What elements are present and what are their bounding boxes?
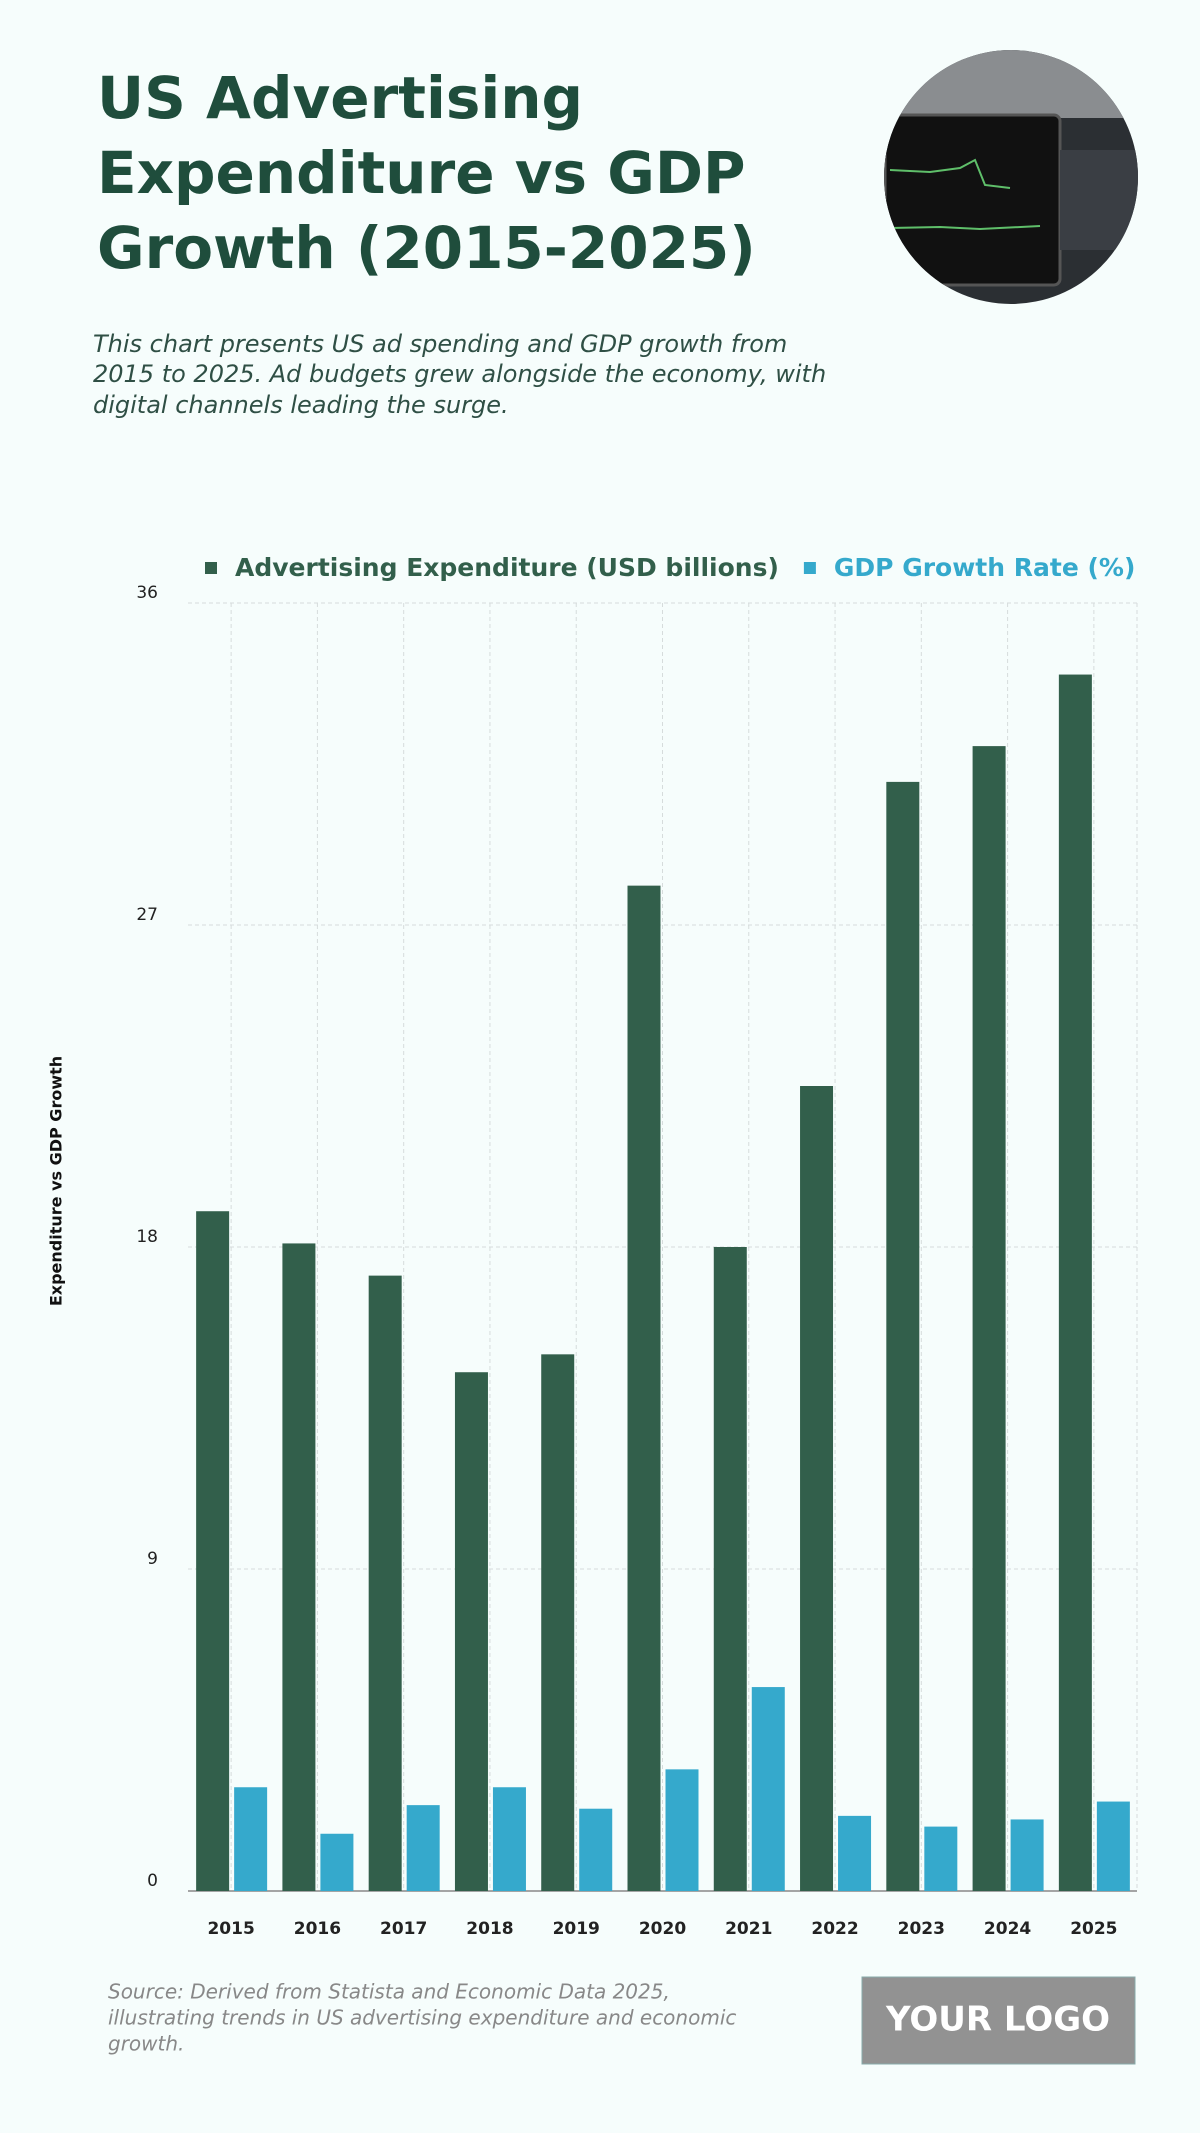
legend-label: Advertising Expenditure (USD billions) [235,553,779,582]
x-tick-label: 2019 [553,1919,600,1939]
bar [1096,1801,1130,1891]
bar [751,1687,785,1891]
x-tick-label: 2018 [466,1919,513,1939]
bar [924,1826,958,1891]
legend-swatch [205,562,217,574]
bar [234,1787,268,1891]
x-tick-label: 2015 [207,1919,254,1939]
bar [972,746,1006,1891]
bar [368,1275,402,1891]
bar [406,1805,440,1891]
bar [627,885,661,1891]
y-axis-label: Expenditure vs GDP Growth [47,1056,66,1306]
legend-label: GDP Growth Rate (%) [834,553,1136,582]
x-tick-label: 2020 [639,1919,686,1939]
title-line: Expenditure vs GDP [97,139,746,207]
title-line: Growth (2015-2025) [97,214,756,282]
bar [320,1833,354,1891]
x-tick-label: 2021 [725,1919,772,1939]
bar [1058,674,1092,1891]
y-tick-label: 27 [136,905,158,925]
y-tick-label: 9 [147,1549,158,1569]
bar [282,1243,316,1891]
source-line: illustrating trends in US advertising ex… [108,2006,736,2030]
x-tick-label: 2023 [898,1919,945,1939]
source-line: growth. [108,2032,184,2056]
logo-box [861,1976,1136,2065]
bar [713,1247,747,1891]
subtitle-line: This chart presents US ad spending and G… [93,330,787,358]
title-line: US Advertising [97,64,583,132]
bar [579,1808,613,1891]
legend-swatch [803,562,816,574]
bar [454,1372,488,1891]
subtitle-line: digital channels leading the surge. [93,391,509,419]
x-tick-label: 2022 [811,1919,858,1939]
y-tick-label: 0 [147,1871,158,1891]
bar [196,1211,230,1891]
bar [665,1769,699,1891]
logo: YOUR LOGO [885,2000,1110,2040]
bar [541,1354,575,1891]
x-tick-label: 2025 [1070,1919,1117,1939]
x-tick-label: 2017 [380,1919,427,1939]
y-tick-label: 18 [136,1227,158,1247]
subtitle-line: 2015 to 2025. Ad budgets grew alongside … [93,360,826,388]
x-tick-label: 2024 [984,1919,1031,1939]
bar [886,781,920,1891]
bar [1010,1819,1044,1891]
source-line: Source: Derived from Statista and Econom… [108,1980,670,2004]
bar [800,1086,834,1891]
bar [838,1815,872,1891]
header-photo [884,50,1138,304]
x-tick-label: 2016 [294,1919,341,1939]
bar [492,1787,526,1891]
y-tick-label: 36 [136,583,158,603]
